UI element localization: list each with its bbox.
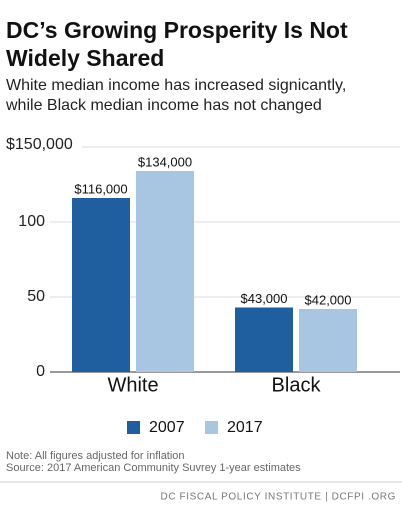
note: Note: All figures adjusted for inflation: [6, 450, 185, 462]
chart-title: Widely Shared: [6, 45, 164, 71]
bar: [299, 309, 357, 372]
value-label: $42,000: [305, 292, 352, 307]
x-tick-label: Black: [272, 374, 322, 396]
y-tick-label: 100: [18, 213, 45, 230]
legend-swatch: [127, 421, 140, 434]
value-label: $116,000: [74, 181, 127, 196]
bar: [235, 307, 293, 372]
bar: [72, 198, 130, 372]
chart-subtitle: White median income has increased signic…: [6, 77, 346, 94]
legend-label: 2017: [227, 419, 263, 436]
y-tick-label: 50: [27, 288, 45, 305]
y-tick-label: $150,000: [6, 136, 73, 153]
value-label: $43,000: [241, 291, 288, 306]
chart-title: DC’s Growing Prosperity Is Not: [6, 17, 348, 43]
note: Source: 2017 American Community Suvrey 1…: [6, 462, 301, 474]
chart-subtitle: while Black median income has not change…: [5, 97, 322, 114]
y-tick-label: 0: [36, 363, 45, 380]
legend-label: 2007: [149, 419, 185, 436]
footer: DC FISCAL POLICY INSTITUTE | DCFPI .ORG: [161, 492, 396, 503]
bar: [136, 171, 194, 372]
value-label: $134,000: [138, 154, 192, 169]
x-tick-label: White: [107, 374, 158, 396]
legend-swatch: [205, 421, 218, 434]
